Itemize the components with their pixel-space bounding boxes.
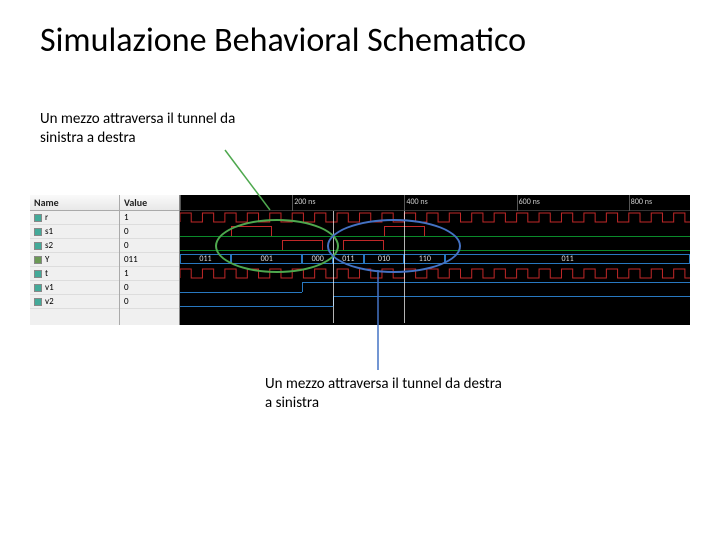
signal-value-s1[interactable]: 0 <box>120 225 179 239</box>
time-cursor[interactable] <box>404 211 405 323</box>
signal-icon <box>34 228 42 236</box>
signal-name-label: r <box>45 212 48 223</box>
caption-bottom: Un mezzo attraversa il tunnel da destra … <box>265 375 505 413</box>
time-cursor[interactable] <box>333 211 334 323</box>
signal-icon <box>34 298 42 306</box>
bus-value-label: 011 <box>445 254 690 264</box>
name-header[interactable]: Name <box>30 195 119 211</box>
signal-value-t[interactable]: 1 <box>120 267 179 281</box>
signal-name-Y[interactable]: Y <box>30 253 119 267</box>
signal-icon <box>34 214 42 222</box>
signal-name-label: s1 <box>45 226 53 237</box>
bus-value-label: 110 <box>404 254 445 264</box>
ruler-tick <box>180 195 181 211</box>
signal-value-s2[interactable]: 0 <box>120 239 179 253</box>
signal-value-Y[interactable]: 011 <box>120 253 179 267</box>
bus-value-label: 011 <box>333 254 364 264</box>
waveform-viewer: Name rs1s2Ytv1v2 Value 100011100 200 ns4… <box>30 195 690 325</box>
signal-icon <box>34 242 42 250</box>
bus-value-label: 000 <box>302 254 333 264</box>
wave-row <box>180 267 690 281</box>
signal-name-t[interactable]: t <box>30 267 119 281</box>
wave-row <box>180 281 690 295</box>
signal-value-r[interactable]: 1 <box>120 211 179 225</box>
bus-value-label: 001 <box>231 254 302 264</box>
signal-value-v1[interactable]: 0 <box>120 281 179 295</box>
signal-icon <box>34 256 42 264</box>
signal-name-v2[interactable]: v2 <box>30 295 119 309</box>
wave-row <box>180 239 690 253</box>
signal-name-v1[interactable]: v1 <box>30 281 119 295</box>
signal-icon <box>34 284 42 292</box>
ruler-tick <box>292 195 293 211</box>
values-column: Value 100011100 <box>120 195 180 325</box>
signal-name-s1[interactable]: s1 <box>30 225 119 239</box>
waves-column[interactable]: 200 ns400 ns600 ns800 ns 011001000011010… <box>180 195 690 325</box>
signal-name-label: v2 <box>45 296 54 307</box>
time-ruler[interactable]: 200 ns 400 ns 600 ns 800 ns <box>180 195 690 211</box>
signal-name-r[interactable]: r <box>30 211 119 225</box>
ruler-tick <box>517 195 518 211</box>
bus-value-label: 011 <box>180 254 231 264</box>
ruler-label: 800 ns <box>631 197 652 207</box>
ruler-label: 400 ns <box>406 197 427 207</box>
ruler-label: 600 ns <box>519 197 540 207</box>
slide-title: Simulazione Behavioral Schematico <box>0 0 720 71</box>
value-header[interactable]: Value <box>120 195 179 211</box>
wave-row <box>180 211 690 225</box>
wave-row <box>180 225 690 239</box>
signal-name-label: Y <box>45 254 49 265</box>
signal-name-label: s2 <box>45 240 53 251</box>
signal-name-label: v1 <box>45 282 54 293</box>
signal-name-s2[interactable]: s2 <box>30 239 119 253</box>
names-column: Name r s1 s2 Yt v1 v2 <box>30 195 120 325</box>
bus-value-label: 010 <box>364 254 405 264</box>
wave-area[interactable]: 011001000011010110011 <box>180 211 690 323</box>
caption-top: Un mezzo attraversa il tunnel da sinistr… <box>40 110 270 148</box>
signal-value-v2[interactable]: 0 <box>120 295 179 309</box>
signal-icon <box>34 270 42 278</box>
wave-row: 011001000011010110011 <box>180 253 690 267</box>
signal-name-label: t <box>45 268 48 279</box>
ruler-label: 200 ns <box>294 197 315 207</box>
wave-row <box>180 295 690 309</box>
ruler-tick <box>629 195 630 211</box>
ruler-tick <box>404 195 405 211</box>
